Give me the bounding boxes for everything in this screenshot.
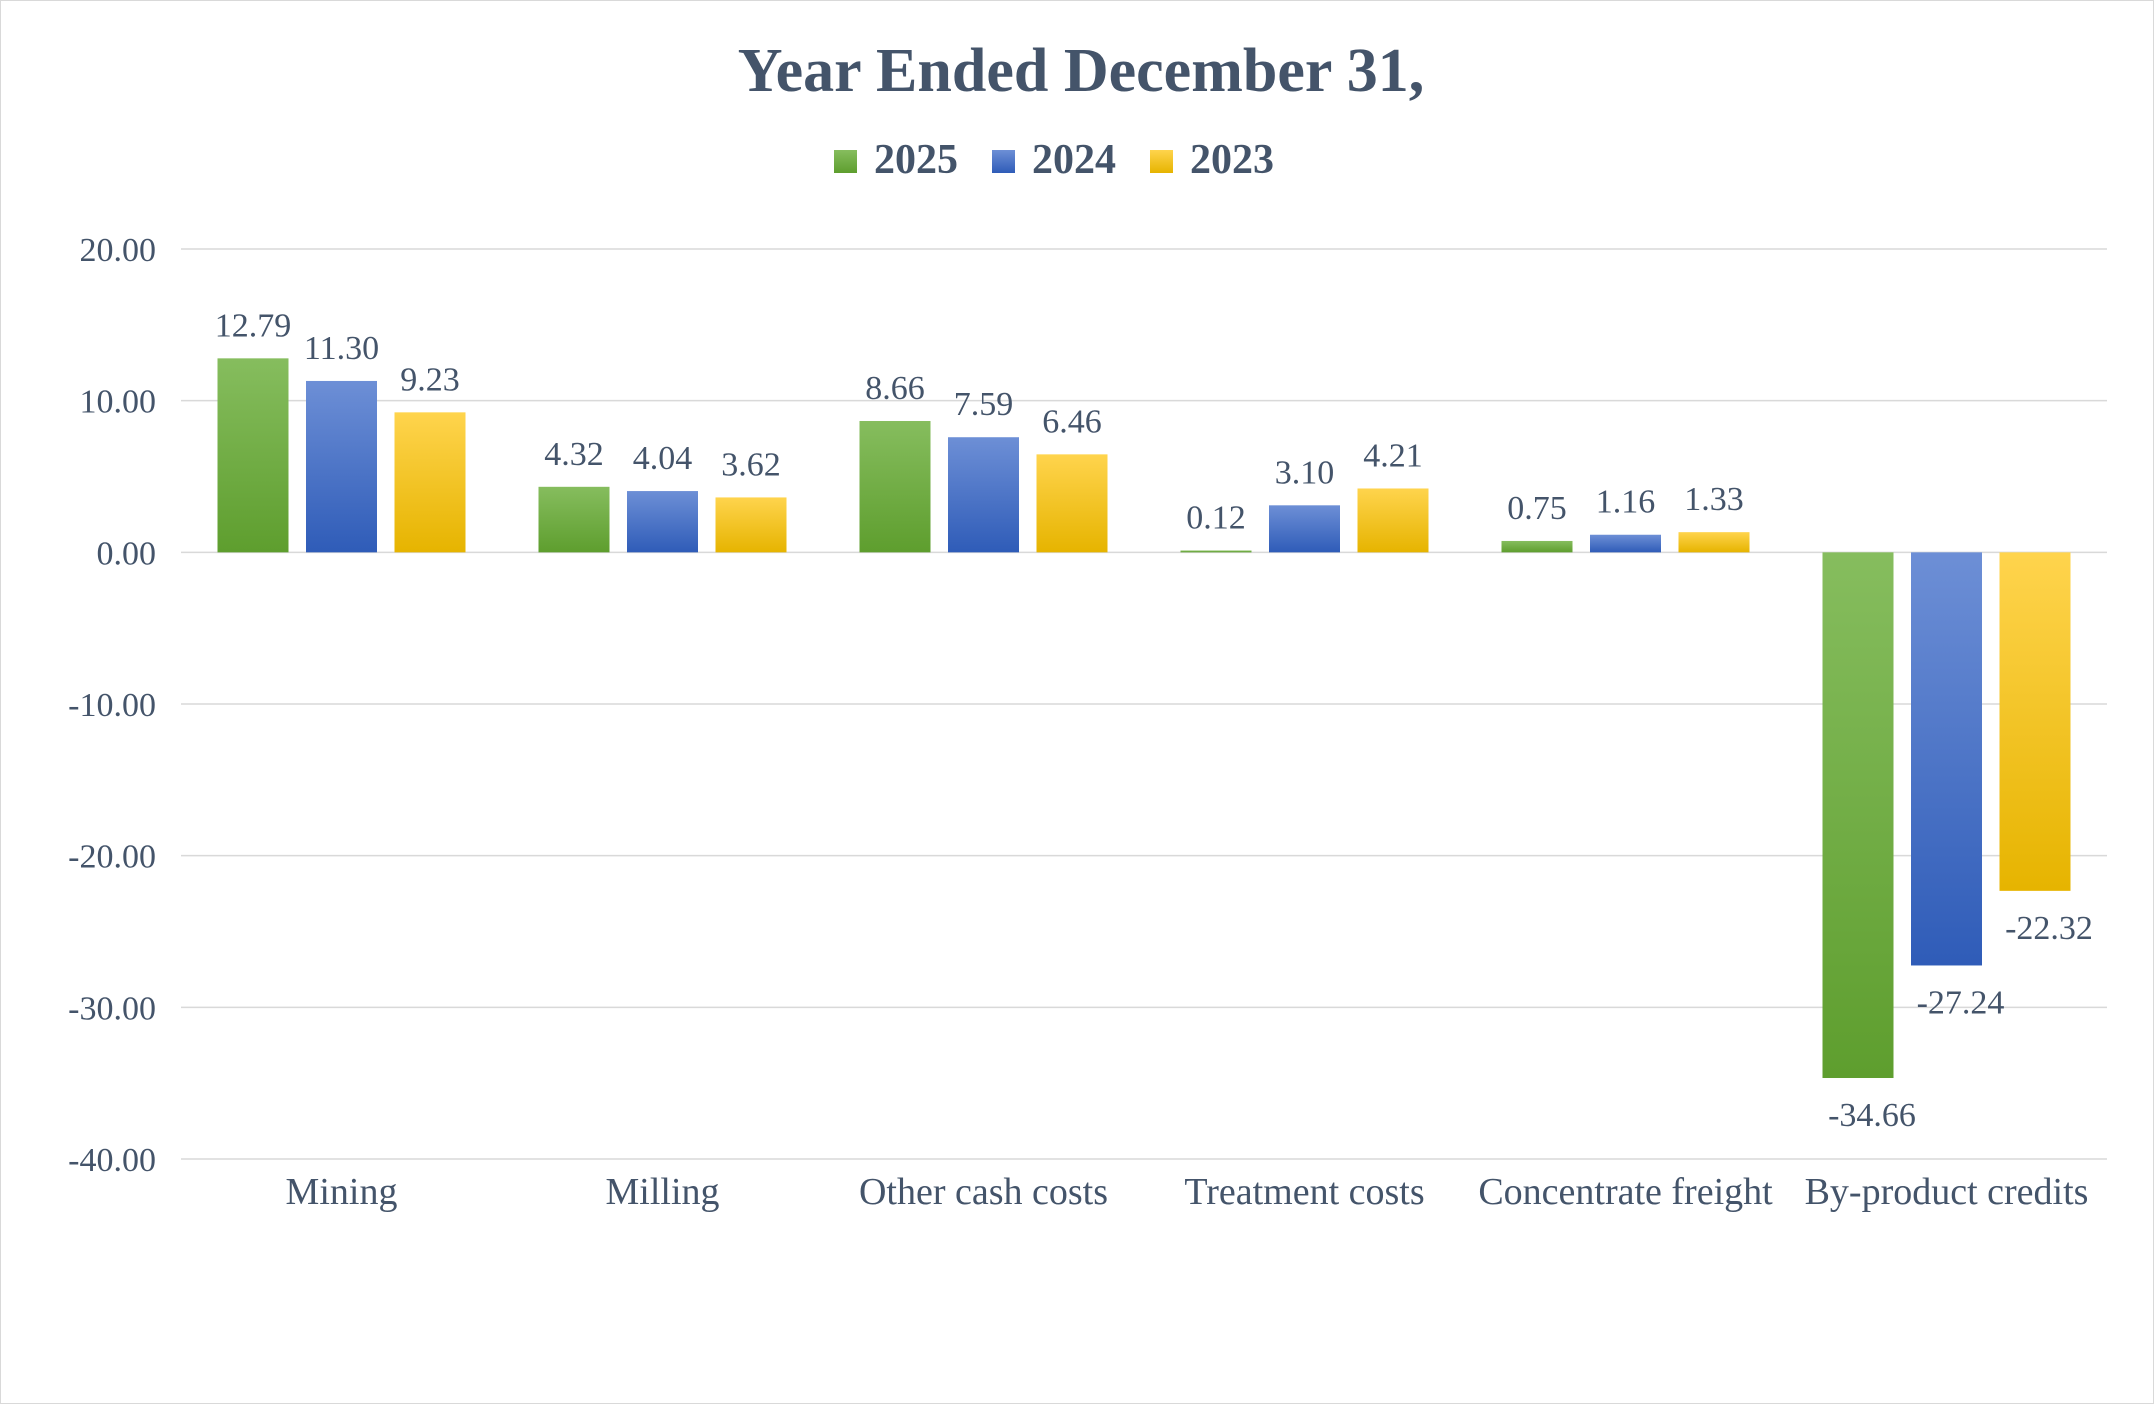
y-tick-label: 20.00 <box>80 232 157 269</box>
gridlines <box>181 248 2107 1160</box>
data-label: -34.66 <box>1828 1097 1916 1134</box>
data-label: 1.16 <box>1596 484 1656 521</box>
data-label: 8.66 <box>865 370 925 407</box>
data-label: 4.04 <box>633 440 693 477</box>
bar-2023-3 <box>1357 488 1429 553</box>
data-label: 0.12 <box>1186 500 1246 537</box>
bar-2023-1 <box>715 497 787 553</box>
legend-swatch-2024 <box>992 150 1015 173</box>
bar-2024-2 <box>948 437 1019 553</box>
bar-2024-3 <box>1269 505 1340 553</box>
data-label: 9.23 <box>400 361 460 398</box>
category-label: Other cash costs <box>859 1171 1108 1213</box>
data-label: 3.10 <box>1275 454 1335 491</box>
data-label: 0.75 <box>1507 490 1567 527</box>
bar-2024-1 <box>627 491 698 553</box>
data-label: 7.59 <box>954 386 1014 423</box>
legend-swatch-2023 <box>1150 150 1173 173</box>
legend-label: 2023 <box>1190 137 1274 183</box>
bar-2025-1 <box>538 486 610 553</box>
legend-label: 2025 <box>874 137 958 183</box>
data-label: -27.24 <box>1917 984 2005 1021</box>
legend-label: 2024 <box>1032 137 1116 183</box>
data-labels: 12.79 4.32 8.66 0.12 0.75 -34.66 11.30 4.04 7.59… <box>215 307 2093 1134</box>
bar-2023-0 <box>394 412 466 553</box>
bar-2024-4 <box>1590 534 1661 553</box>
y-tick-label: -10.00 <box>68 687 156 724</box>
bar-2024-0 <box>306 380 377 553</box>
bar-2025-2 <box>859 420 931 553</box>
y-tick-label: -40.00 <box>68 1142 156 1179</box>
x-axis: Mining Milling Other cash costs Treatment c… <box>286 1171 2089 1213</box>
data-label: 11.30 <box>304 330 379 367</box>
category-label: Milling <box>605 1171 719 1213</box>
data-label: -22.32 <box>2005 910 2093 947</box>
category-label: Concentrate freight <box>1478 1171 1773 1213</box>
bar-2024-5 <box>1911 552 1982 966</box>
chart-title: Year Ended December 31, <box>738 37 1425 105</box>
category-label: Mining <box>286 1171 398 1213</box>
data-label: 6.46 <box>1042 403 1102 440</box>
bar-2025-0 <box>217 358 289 553</box>
data-label: 1.33 <box>1684 481 1744 518</box>
data-label: 12.79 <box>215 307 292 344</box>
bar-2025-5 <box>1822 552 1894 1079</box>
y-tick-label: -30.00 <box>68 990 156 1027</box>
data-label: 4.21 <box>1363 437 1423 474</box>
legend-swatch-2025 <box>834 150 857 173</box>
bar-2025-4 <box>1501 540 1573 553</box>
bar-2023-5 <box>1999 552 2071 891</box>
data-label: 4.32 <box>544 436 604 473</box>
y-tick-label: 0.00 <box>97 535 157 572</box>
y-axis: 20.00 10.00 0.00 -10.00 -20.00 -30.00 -40.00 <box>68 232 156 1179</box>
bar-2023-2 <box>1036 454 1108 553</box>
bars <box>217 358 2071 1079</box>
data-label: 3.62 <box>721 446 781 483</box>
y-tick-label: 10.00 <box>80 384 157 421</box>
bar-2023-4 <box>1678 532 1750 553</box>
bar-2025-3 <box>1180 550 1252 553</box>
category-label: Treatment costs <box>1184 1171 1424 1213</box>
category-label: By-product credits <box>1805 1171 2089 1213</box>
legend: 2025 2024 2023 <box>834 137 1274 183</box>
y-tick-label: -20.00 <box>68 839 156 876</box>
